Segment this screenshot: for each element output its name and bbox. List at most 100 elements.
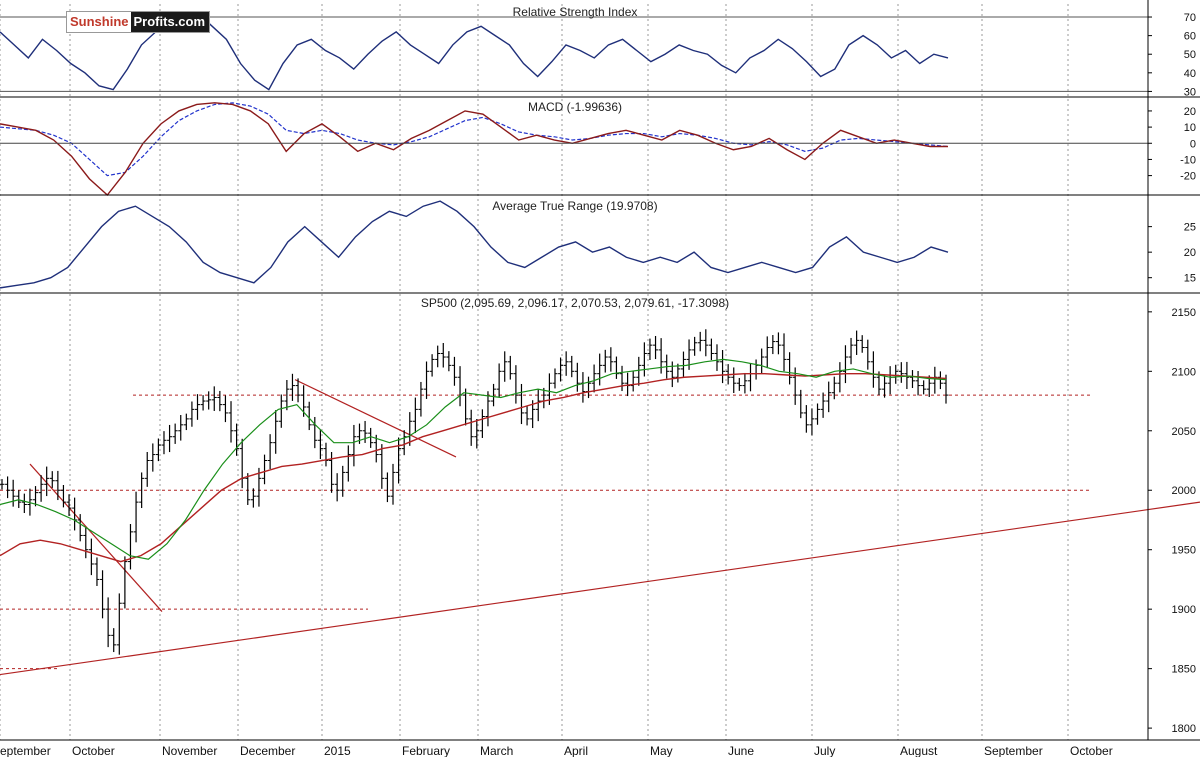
price-bar — [653, 335, 659, 360]
price-bar — [558, 357, 564, 382]
y-tick-label: 60 — [1184, 31, 1196, 43]
price-bar — [183, 413, 189, 431]
price-bar — [865, 339, 871, 370]
month-label: June — [728, 744, 754, 757]
price-bar — [524, 406, 530, 426]
price-bar — [815, 403, 821, 425]
grid-layer — [0, 4, 1069, 740]
y-tick-label: 1850 — [1172, 664, 1196, 676]
price-bar — [0, 479, 5, 490]
price-bar — [384, 472, 390, 503]
y-tick-label: 2100 — [1172, 366, 1196, 378]
price-bar — [820, 392, 826, 418]
price-bar — [613, 356, 619, 379]
y-tick-label: 1950 — [1172, 545, 1196, 557]
price-bar — [55, 470, 61, 501]
price-bar — [731, 367, 737, 394]
price-bar — [234, 423, 240, 456]
price-bar — [451, 356, 457, 386]
price-bar — [21, 493, 27, 514]
price-bar — [496, 363, 502, 397]
price-bar — [273, 410, 279, 454]
price-bar — [77, 514, 83, 542]
price-bar — [608, 347, 614, 372]
y-tick-label: 10 — [1184, 122, 1196, 134]
price-bars — [0, 329, 949, 655]
price-bar — [144, 452, 150, 487]
month-label: 2015 — [324, 744, 351, 757]
price-bar — [474, 418, 480, 449]
price-bar — [703, 329, 709, 357]
price-bar — [379, 444, 385, 489]
price-bar — [753, 359, 759, 380]
atr-axis: 15 20 25 — [1148, 222, 1196, 285]
month-label: October — [1070, 744, 1113, 757]
price-bar — [591, 364, 597, 393]
price-bar — [267, 434, 273, 470]
price-bar — [412, 397, 418, 434]
price-bar — [658, 338, 664, 374]
price-bar — [770, 335, 776, 355]
price-bar — [161, 431, 167, 455]
price-bar — [708, 338, 714, 361]
price-bar — [262, 454, 268, 485]
price-bar — [317, 429, 323, 460]
price-bar — [49, 471, 55, 488]
price-bar — [351, 424, 357, 467]
price-bar — [295, 378, 301, 403]
price-bar — [222, 395, 228, 423]
price-bar — [16, 490, 22, 509]
month-label: October — [72, 744, 115, 757]
price-bar — [228, 401, 234, 443]
price-bar — [468, 409, 474, 446]
price-axis: 1800 1850 1900 1950 2000 2050 2100 2150 — [1148, 307, 1196, 735]
price-bar — [619, 365, 625, 392]
month-label: April — [564, 744, 588, 757]
logo-part-1: Sunshine — [67, 12, 131, 32]
moving-average-slow — [0, 372, 947, 563]
price-bar — [915, 371, 921, 396]
price-bar — [345, 445, 351, 482]
month-label: November — [162, 744, 217, 757]
y-tick-label: 40 — [1184, 68, 1196, 80]
price-bar — [66, 494, 72, 516]
price-bar — [647, 338, 653, 361]
price-bar — [898, 362, 904, 383]
price-bar — [189, 401, 195, 427]
y-tick-label: -20 — [1180, 171, 1196, 183]
price-bar — [105, 597, 111, 648]
price-bar — [870, 351, 876, 388]
y-tick-label: 25 — [1184, 222, 1196, 234]
month-label: September — [984, 744, 1043, 757]
price-bar — [714, 344, 720, 371]
y-tick-label: 1900 — [1172, 604, 1196, 616]
price-bar — [44, 466, 50, 497]
price-bar — [5, 476, 11, 499]
month-label: July — [814, 744, 835, 757]
price-bar — [83, 526, 89, 559]
price-bar — [518, 383, 524, 425]
moving-average-fast — [0, 358, 947, 560]
y-tick-label: 20 — [1184, 106, 1196, 118]
price-bar — [200, 395, 206, 411]
price-bar — [133, 491, 139, 543]
support-lines — [0, 394, 1092, 670]
price-bar — [602, 349, 608, 373]
macd-line — [0, 102, 948, 197]
price-bar — [787, 352, 793, 385]
price-bar — [859, 335, 865, 353]
atr-line — [0, 200, 949, 289]
month-axis: September October November December 2015 Febr… — [0, 744, 1113, 757]
price-bar — [848, 337, 854, 365]
y-tick-label: 30 — [1184, 86, 1196, 98]
price-bar — [921, 380, 927, 395]
price-bar — [798, 389, 804, 419]
price-bar — [837, 362, 843, 393]
sunshine-profits-logo[interactable]: Sunshine Profits.com — [66, 11, 211, 33]
price-title: SP500 (2,095.69, 2,096.17, 2,070.53, 2,0… — [421, 296, 729, 310]
price-bar — [94, 557, 100, 586]
price-bar — [289, 373, 295, 401]
price-bar — [195, 394, 201, 420]
y-tick-label: 20 — [1184, 247, 1196, 259]
price-bar — [736, 377, 742, 391]
